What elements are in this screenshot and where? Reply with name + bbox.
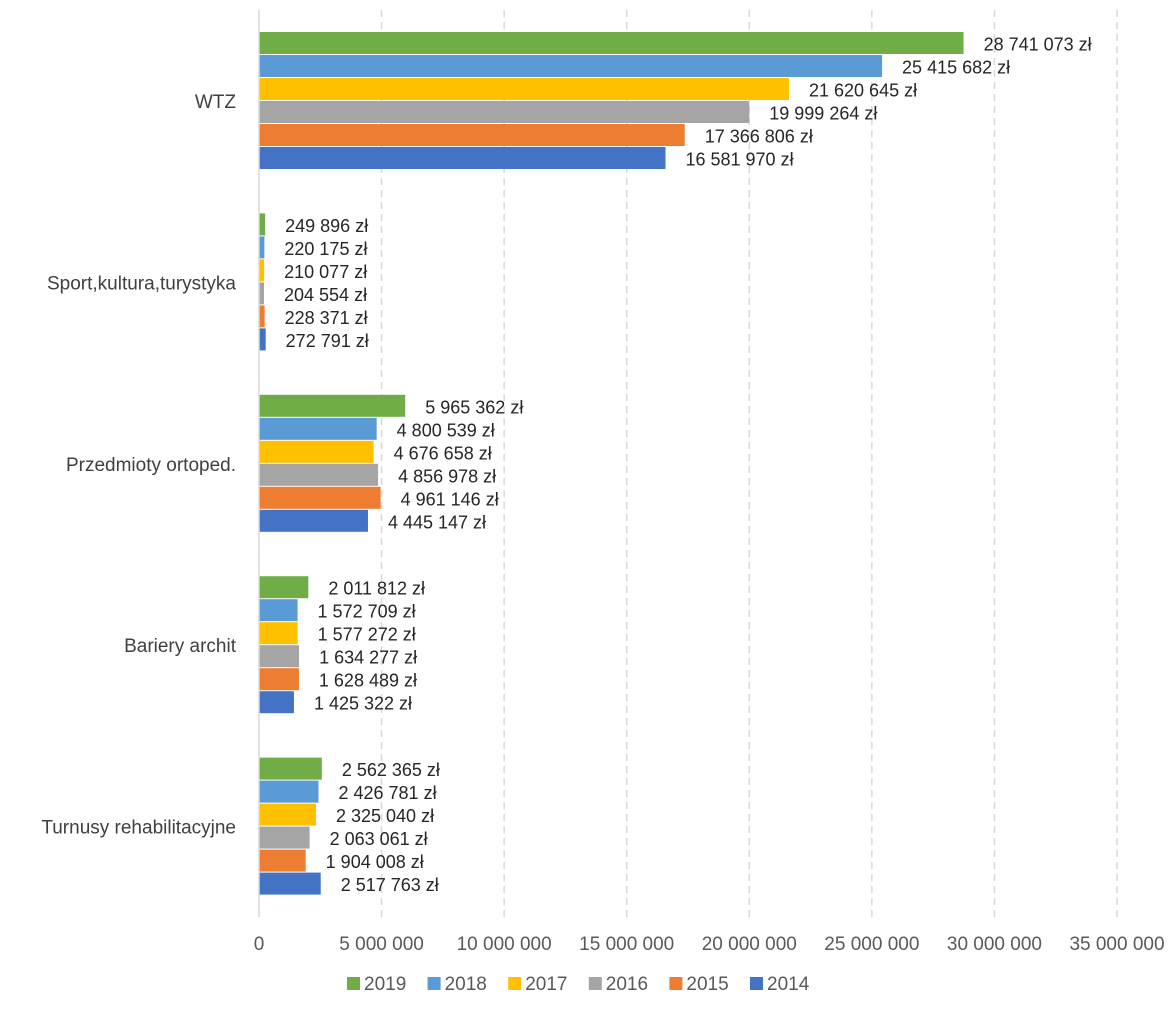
bar-2017	[259, 440, 374, 463]
data-label: 4 856 978 zł	[398, 466, 496, 486]
data-label: 4 961 146 zł	[401, 489, 499, 509]
x-tick-label: 20 000 000	[702, 934, 797, 955]
x-tick-label: 25 000 000	[824, 934, 919, 955]
x-tick-label: 35 000 000	[1069, 934, 1164, 955]
bar-2017	[259, 259, 265, 282]
bar-2018	[259, 599, 298, 622]
data-label: 2 063 061 zł	[330, 829, 428, 849]
data-label: 2 517 763 zł	[341, 875, 439, 895]
bar-2015	[259, 305, 265, 328]
bar-2014	[259, 509, 368, 532]
data-label: 4 800 539 zł	[397, 420, 495, 440]
data-label: 1 628 489 zł	[319, 671, 417, 691]
data-label: 4 676 658 zł	[394, 443, 492, 463]
data-label: 1 577 272 zł	[318, 625, 416, 645]
legend-swatch-2015	[669, 977, 683, 990]
bar-2015	[259, 849, 306, 872]
bar-2017	[259, 78, 790, 100]
bar-2014	[259, 691, 294, 714]
data-label: 204 554 zł	[284, 285, 367, 305]
data-label: 1 425 322 zł	[314, 694, 412, 714]
data-label: 28 741 073 zł	[984, 35, 1092, 55]
category-label: WTZ	[195, 92, 237, 113]
legend: 2019 2018 2017 2016 2015 2014	[347, 974, 810, 995]
data-label: 25 415 682 zł	[902, 58, 1010, 78]
bar-2014	[259, 328, 266, 351]
data-label: 1 634 277 zł	[319, 648, 417, 668]
data-label: 210 077 zł	[284, 262, 367, 282]
bar-2018	[259, 236, 265, 259]
data-label: 5 965 362 zł	[425, 397, 523, 417]
x-tick-label: 30 000 000	[947, 934, 1042, 955]
data-label: 220 175 zł	[284, 239, 367, 259]
legend-label: 2017	[525, 974, 567, 995]
data-label: 2 426 781 zł	[338, 783, 436, 803]
bar-2018	[259, 417, 377, 440]
bar-2014	[259, 147, 666, 169]
legend-label: 2014	[767, 974, 810, 995]
bar-2016	[259, 463, 379, 486]
data-label: 272 791 zł	[286, 331, 369, 351]
legend-label: 2016	[606, 974, 648, 995]
legend-swatch-2016	[588, 977, 602, 990]
bar-2019	[259, 757, 322, 780]
data-label: 228 371 zł	[285, 308, 368, 328]
bar-2015	[259, 124, 685, 146]
bar-2019	[259, 394, 406, 417]
bar-2016	[259, 101, 750, 123]
category-label: Przedmioty ortoped.	[66, 455, 236, 476]
data-label: 19 999 264 zł	[769, 104, 877, 124]
data-label: 4 445 147 zł	[388, 512, 486, 532]
x-tick-label: 5 000 000	[339, 934, 424, 955]
bar-2015	[259, 668, 299, 691]
bar-2015	[259, 486, 381, 509]
bar-2016	[259, 826, 310, 849]
bar-2019	[259, 576, 309, 599]
bar-2016	[259, 645, 300, 668]
bar-2019	[259, 32, 964, 54]
data-label: 1 904 008 zł	[326, 852, 424, 872]
bar-2017	[259, 803, 316, 826]
data-label: 249 896 zł	[285, 216, 368, 236]
legend-swatch-2018	[427, 977, 441, 990]
legend-swatch-2019	[347, 977, 360, 990]
bar-2014	[259, 872, 321, 895]
category-label: Turnusy rehabilitacyjne	[41, 818, 236, 839]
legend-swatch-2017	[508, 977, 522, 990]
bar-2016	[259, 282, 265, 305]
category-label: Sport,kultura,turystyka	[47, 273, 236, 294]
legend-swatch-2014	[750, 977, 763, 990]
legend-label: 2018	[445, 974, 487, 995]
bars: 28 741 073 zł 25 415 682 zł 21 620 645 zł 1…	[259, 32, 1092, 895]
data-label: 21 620 645 zł	[809, 81, 917, 101]
legend-label: 2015	[686, 974, 728, 995]
x-tick-label: 10 000 000	[457, 934, 552, 955]
data-label: 1 572 709 zł	[318, 602, 416, 622]
legend-label: 2019	[364, 974, 406, 995]
x-tick-label: 0	[254, 934, 265, 955]
axes: 0 5 000 000 10 000 000 15 000 000 20 000 000…	[41, 10, 1165, 955]
bar-2018	[259, 55, 883, 77]
bar-2017	[259, 622, 298, 645]
x-tick-label: 15 000 000	[579, 934, 674, 955]
data-label: 2 562 365 zł	[342, 760, 440, 780]
bar-2019	[259, 213, 266, 236]
data-label: 2 325 040 zł	[336, 806, 434, 826]
data-label: 17 366 806 zł	[705, 127, 813, 147]
category-label: Bariery archit	[124, 636, 237, 657]
bar-2018	[259, 780, 319, 803]
data-label: 2 011 812 zł	[328, 579, 425, 599]
data-label: 16 581 970 zł	[685, 150, 793, 170]
